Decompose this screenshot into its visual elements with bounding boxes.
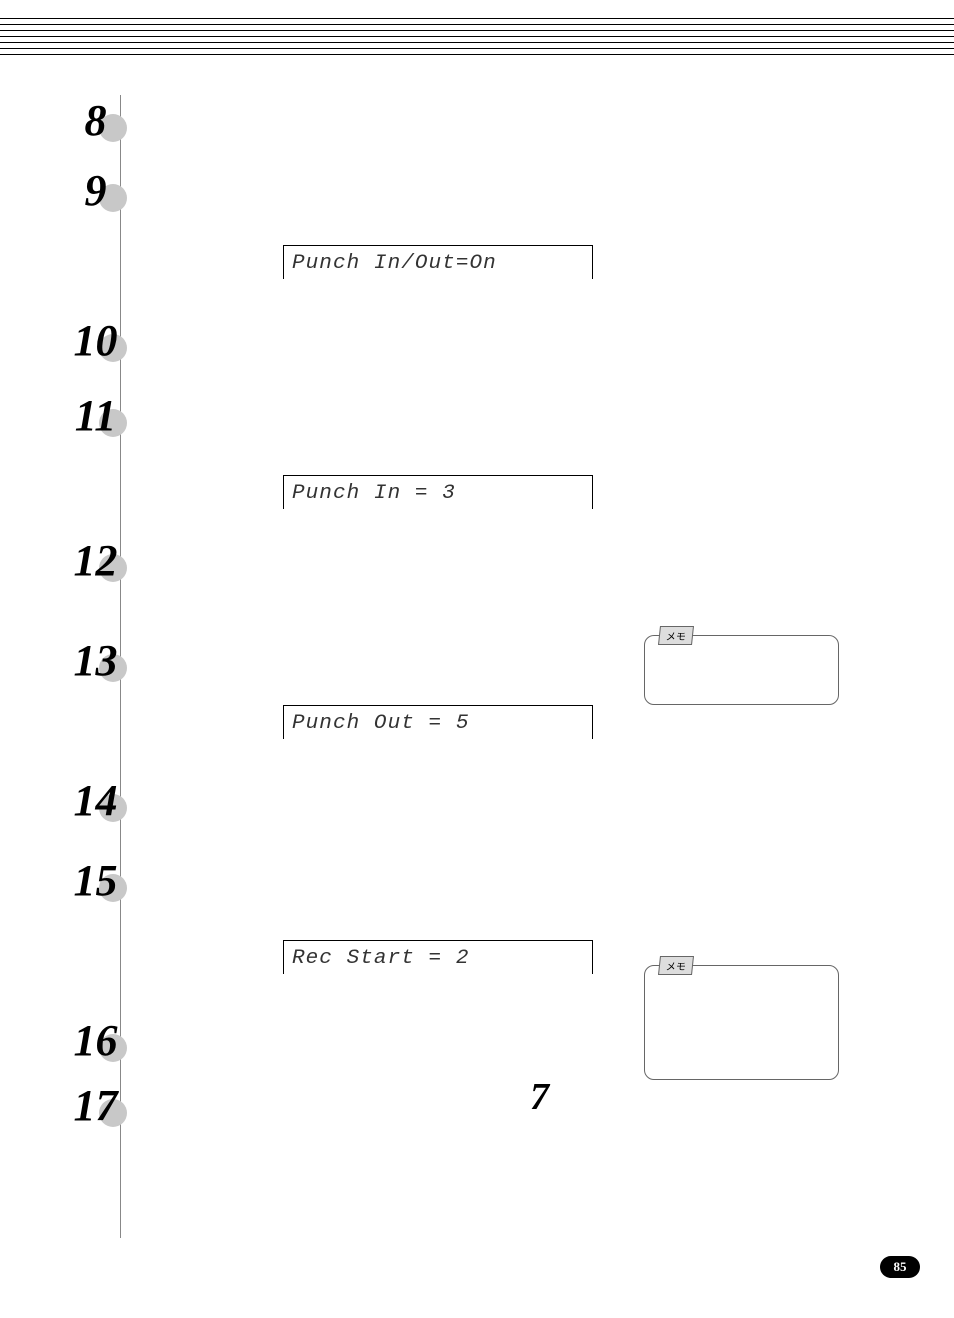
step-marker: 15 [68, 855, 123, 906]
step-marker: 16 [68, 1015, 123, 1066]
step-marker: 13 [68, 635, 123, 686]
step-number: 9 [68, 165, 123, 216]
step-marker: 12 [68, 535, 123, 586]
step-dot-icon [99, 554, 127, 582]
lcd-display: Punch In/Out=On [283, 245, 593, 279]
lcd-display: Punch Out = 5 [283, 705, 593, 739]
step-marker: 8 [68, 95, 123, 146]
step-dot-icon [99, 794, 127, 822]
header-rule-lines [0, 18, 954, 60]
step-dot-icon [99, 654, 127, 682]
memo-box: メモ [644, 635, 839, 705]
page-number-badge: 85 [880, 1256, 920, 1278]
lcd-text: Rec Start = 2 [292, 947, 469, 970]
lcd-display: Punch In = 3 [283, 475, 593, 509]
inline-step-ref: 7 [530, 1075, 549, 1119]
step-marker: 11 [68, 390, 123, 441]
step-number: 10 [68, 315, 123, 366]
step-number: 14 [68, 775, 123, 826]
step-marker: 10 [68, 315, 123, 366]
lcd-text: Punch In/Out=On [292, 252, 497, 275]
step-number: 17 [68, 1080, 123, 1131]
lcd-text: Punch Out = 5 [292, 712, 469, 735]
step-dot-icon [99, 1034, 127, 1062]
step-dot-icon [99, 409, 127, 437]
lcd-display: Rec Start = 2 [283, 940, 593, 974]
step-number: 13 [68, 635, 123, 686]
step-marker: 9 [68, 165, 123, 216]
step-number: 11 [68, 390, 123, 441]
step-marker: 17 [68, 1080, 123, 1131]
step-dot-icon [99, 184, 127, 212]
memo-tab-label: メモ [658, 626, 694, 645]
page-content: 8 9 10 11 12 13 14 15 16 17 Punch In/Out=On Punch … [68, 95, 904, 1238]
lcd-text: Punch In = 3 [292, 482, 456, 505]
step-number: 16 [68, 1015, 123, 1066]
step-marker: 14 [68, 775, 123, 826]
step-dot-icon [99, 874, 127, 902]
step-number: 12 [68, 535, 123, 586]
step-dot-icon [99, 114, 127, 142]
step-dot-icon [99, 1099, 127, 1127]
step-number: 8 [68, 95, 123, 146]
step-number: 15 [68, 855, 123, 906]
memo-box: メモ [644, 965, 839, 1080]
memo-tab-label: メモ [658, 956, 694, 975]
step-dot-icon [99, 334, 127, 362]
